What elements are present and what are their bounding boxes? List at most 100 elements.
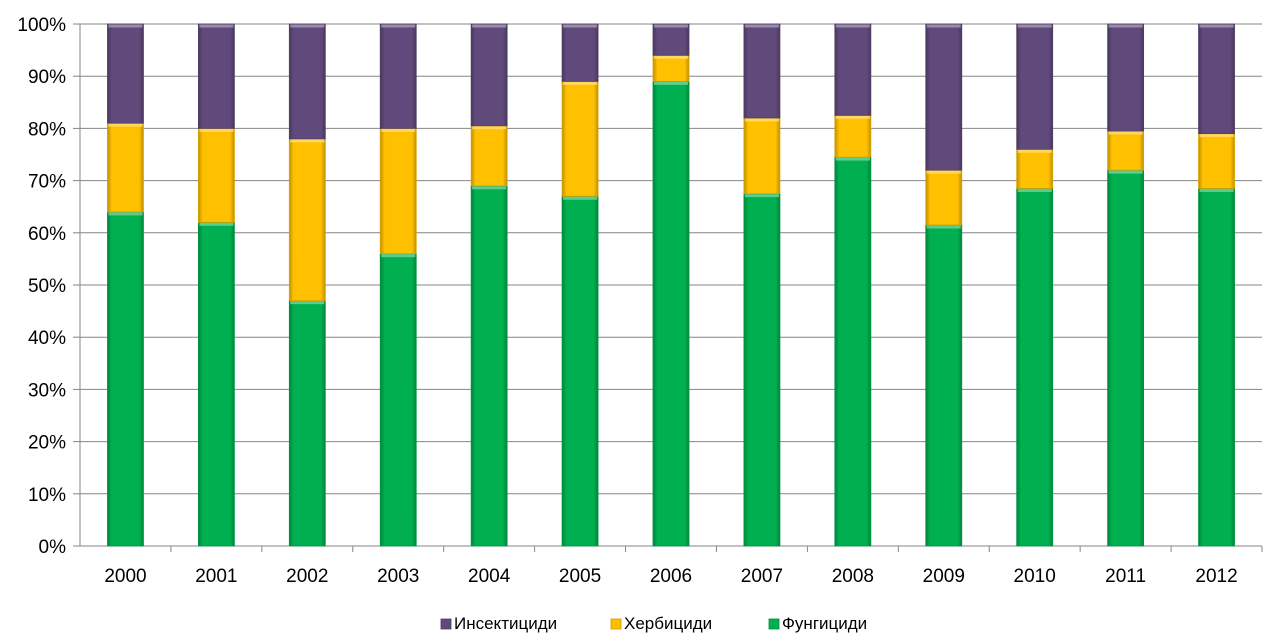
bar-segment-bevel xyxy=(1017,149,1052,153)
bar-segment-Фунгициди xyxy=(1107,169,1145,547)
bar-segment-Инсектициди xyxy=(834,23,872,116)
bar-segment-Фунгициди xyxy=(288,300,326,547)
bar-segment-Фунгициди xyxy=(561,195,599,547)
bar-segment-bevel xyxy=(290,24,325,28)
bar-segment-bevel xyxy=(472,186,507,190)
x-tick-label: 2007 xyxy=(741,566,783,587)
bar-segment-bevel xyxy=(381,128,416,132)
bar-segment-bevel xyxy=(1108,24,1143,28)
bar-segment-bevel xyxy=(654,24,688,28)
y-tick-label: 30% xyxy=(28,380,66,401)
bar-segment-Фунгициди xyxy=(743,193,781,547)
bar-segment-Инсектициди xyxy=(1016,23,1054,150)
x-tick-label: 2008 xyxy=(832,566,874,587)
x-tick-label: 2004 xyxy=(468,566,511,587)
y-tick-label: 70% xyxy=(28,172,66,193)
bar-segment-bevel xyxy=(926,170,961,174)
x-tick-label: 2000 xyxy=(104,566,146,587)
y-tick-label: 50% xyxy=(28,276,66,297)
bar-segment-Инсектициди xyxy=(288,23,326,140)
bar-segment-Фунгициди xyxy=(470,185,508,547)
bar-segment-Хербициди xyxy=(1198,133,1235,189)
x-tick-label: 2012 xyxy=(1195,566,1237,587)
bar-segment-Фунгициди xyxy=(834,156,872,547)
y-tick-label: 60% xyxy=(28,224,66,245)
bar-segment-bevel xyxy=(199,128,234,132)
bar-segment-Хербициди xyxy=(379,127,417,255)
x-tick-label: 2010 xyxy=(1014,566,1056,587)
bar-segment-Хербициди xyxy=(1107,130,1145,171)
bar-segment-Хербициди xyxy=(834,114,872,158)
bar-segment-bevel xyxy=(472,126,507,130)
bar-segment-bevel xyxy=(472,24,507,28)
bar-segment-bevel xyxy=(1017,24,1052,28)
y-tick-label: 40% xyxy=(28,328,66,349)
y-tick-label: 10% xyxy=(28,485,66,506)
bar-segment-bevel xyxy=(290,301,325,305)
bar-segment-bevel xyxy=(563,81,598,85)
bar-segment-bevel xyxy=(290,139,325,143)
bar-segment-bevel xyxy=(744,24,779,28)
bar-segment-Инсектициди xyxy=(1107,23,1145,132)
y-tick-label: 90% xyxy=(28,67,66,88)
bar-segment-Хербициди xyxy=(925,169,963,226)
bar-segment-Фунгициди xyxy=(1198,188,1235,547)
bar-segment-Инсектициди xyxy=(652,23,690,56)
bar-segment-Инсектициди xyxy=(107,23,144,124)
bar-segment-Инсектициди xyxy=(197,23,235,129)
x-tick-label: 2001 xyxy=(195,566,237,587)
legend-swatch xyxy=(610,618,622,630)
bar-segment-bevel xyxy=(654,55,688,59)
bar-segment-Хербициди xyxy=(107,122,144,213)
bar-segment-Хербициди xyxy=(561,81,599,197)
bar-segment-Инсектициди xyxy=(561,23,599,82)
y-tick-label: 80% xyxy=(28,119,66,140)
bar-segment-bevel xyxy=(1108,170,1143,174)
bar-segment-Фунгициди xyxy=(652,81,690,547)
bar-segment-Хербициди xyxy=(197,127,235,223)
bar-segment-Инсектициди xyxy=(1198,23,1235,135)
bar-segment-bevel xyxy=(835,157,870,161)
bar-segment-Инсектициди xyxy=(379,23,417,129)
bar-segment-Хербициди xyxy=(470,125,508,187)
x-tick-label: 2005 xyxy=(559,566,601,587)
bar-segment-bevel xyxy=(199,24,234,28)
bar-segment-Хербициди xyxy=(288,138,326,302)
y-axis-tick-labels: 0% 10% 20% 30% 40% 50% 60% 70% 80% 90% 100% xyxy=(17,15,66,558)
bars xyxy=(107,23,1235,547)
bar-segment-Хербициди xyxy=(652,54,690,82)
bar-segment-bevel xyxy=(654,81,688,85)
bar-segment-Инсектициди xyxy=(470,23,508,127)
x-tick-label: 2006 xyxy=(650,566,692,587)
bar-segment-bevel xyxy=(744,118,779,122)
legend-label: Хербициди xyxy=(624,614,712,633)
bar-segment-bevel xyxy=(835,115,870,119)
bar-segment-bevel xyxy=(926,225,961,229)
x-axis-tick-labels: 2000 2001 2002 2003 2004 2005 2006 2007 2008 2009… xyxy=(104,566,1237,587)
bar-segment-Фунгициди xyxy=(197,221,235,547)
x-tick-label: 2009 xyxy=(923,566,965,587)
bar-segment-Фунгициди xyxy=(379,253,417,547)
bar-segment-bevel xyxy=(1199,188,1234,192)
x-tick-label: 2003 xyxy=(377,566,419,587)
legend: Инсектициди Хербициди Фунгициди xyxy=(440,614,867,633)
y-tick-label: 20% xyxy=(28,433,66,454)
legend-label: Инсектициди xyxy=(454,614,557,633)
bar-segment-bevel xyxy=(563,24,598,28)
bar-segment-bevel xyxy=(1108,131,1143,135)
bar-segment-bevel xyxy=(1199,24,1234,28)
x-tick-label: 2011 xyxy=(1105,566,1146,587)
bar-segment-Инсектициди xyxy=(743,23,781,119)
bar-segment-bevel xyxy=(381,254,416,258)
legend-swatch xyxy=(440,618,452,630)
bar-segment-Инсектициди xyxy=(925,23,963,171)
bar-segment-Фунгициди xyxy=(1016,188,1054,547)
bar-segment-Фунгициди xyxy=(925,224,963,547)
bar-segment-bevel xyxy=(199,222,234,226)
bar-segment-Фунгициди xyxy=(107,211,144,547)
legend-swatch xyxy=(768,618,780,630)
bar-segment-bevel xyxy=(835,24,870,28)
bar-segment-bevel xyxy=(926,24,961,28)
bar-segment-Хербициди xyxy=(743,117,781,195)
